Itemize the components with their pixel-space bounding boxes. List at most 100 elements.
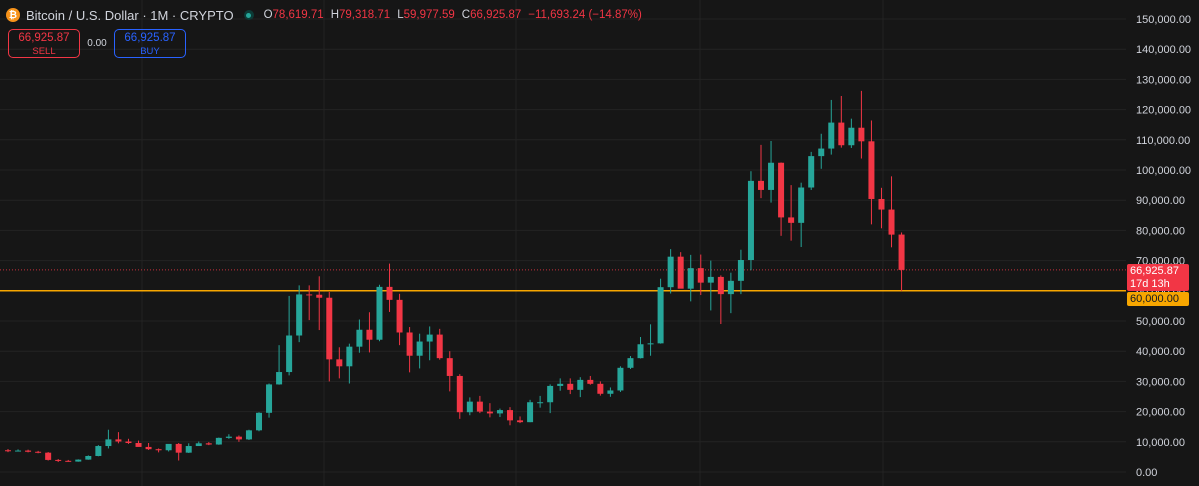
candle	[727, 272, 734, 314]
candle	[175, 443, 182, 461]
last-price-value: 66,925.87	[1130, 265, 1179, 277]
candle	[15, 449, 22, 452]
candle-body	[426, 334, 433, 342]
candle	[215, 437, 222, 445]
price-axis-tick-label: 90,000.00	[1136, 195, 1185, 207]
symbol-title[interactable]: Bitcoin / U.S. Dollar · 1M · CRYPTO	[26, 7, 234, 23]
open-value: 78,619.71	[272, 9, 324, 21]
horizontal-line-price-tag[interactable]: 60,000.00	[1127, 292, 1189, 306]
candle-body	[366, 329, 373, 340]
candle	[235, 435, 242, 442]
candle	[627, 356, 634, 370]
chart-header: ₿ Bitcoin / U.S. Dollar · 1M · CRYPTO O7…	[6, 5, 642, 25]
candle	[256, 412, 262, 432]
candle	[697, 254, 704, 296]
candle	[507, 407, 513, 426]
candle-body	[798, 187, 805, 223]
candle-body	[45, 452, 52, 460]
candle-body	[687, 268, 694, 289]
candle	[788, 185, 795, 241]
candle-body	[416, 341, 423, 356]
candle	[768, 141, 775, 203]
candle	[195, 441, 202, 447]
candle	[426, 326, 433, 361]
candle-body	[336, 359, 343, 367]
candle	[868, 120, 875, 225]
price-axis-tick-label: 110,000.00	[1136, 135, 1190, 147]
candle	[286, 295, 293, 376]
candle	[296, 285, 303, 343]
candle	[65, 459, 72, 462]
price-axis-tick-label: 120,000.00	[1136, 105, 1191, 117]
candle-body	[567, 383, 574, 390]
candle	[647, 324, 654, 356]
candle-body	[215, 437, 222, 445]
market-status-icon[interactable]	[243, 10, 254, 20]
candle	[356, 319, 363, 353]
candle	[115, 432, 122, 444]
candle-body	[286, 335, 293, 373]
candle	[446, 351, 453, 392]
candle-body	[466, 401, 473, 413]
buy-button[interactable]: 66,925.87 BUY	[114, 29, 186, 58]
candle-body	[65, 460, 72, 462]
sell-button[interactable]: 66,925.87 SELL	[8, 29, 80, 58]
candle-body	[868, 141, 875, 199]
candle-body	[486, 411, 493, 414]
candle	[155, 448, 162, 453]
candle	[667, 249, 674, 294]
candle-body	[788, 217, 795, 223]
candle	[55, 459, 62, 463]
candle	[677, 252, 684, 289]
candle-body	[406, 332, 413, 356]
price-axis-tick-label: 150,000.00	[1136, 14, 1191, 26]
candle-body	[627, 358, 634, 368]
candle-body	[245, 430, 252, 440]
candle-body	[898, 234, 905, 270]
price-axis[interactable]: 0.00 10,000.00 20,000.00 30,000.00 40,000.00…	[1136, 14, 1191, 479]
candle-body	[888, 209, 895, 235]
candle-body	[95, 446, 102, 456]
candle-body	[115, 439, 122, 442]
candle-body	[326, 297, 333, 360]
price-axis-tick-label: 30,000.00	[1136, 376, 1185, 388]
candle	[165, 443, 172, 452]
candle-body	[75, 459, 82, 462]
candle-body	[547, 385, 554, 403]
candle-body	[25, 450, 32, 452]
candle	[607, 387, 614, 397]
sell-label: SELL	[32, 46, 56, 57]
spread-value: 0.00	[87, 38, 107, 49]
candle	[125, 438, 132, 444]
candle	[878, 187, 885, 229]
candle-body	[306, 294, 313, 296]
candle-body	[507, 410, 513, 421]
candle	[456, 374, 463, 419]
candle-body	[15, 450, 22, 452]
candle	[406, 327, 413, 373]
candle-body	[446, 358, 453, 376]
candle	[306, 285, 313, 321]
candle-body	[316, 294, 323, 298]
candle-body	[758, 180, 764, 190]
candle-body	[165, 443, 172, 451]
candle-body	[677, 256, 684, 289]
candle-body	[878, 198, 885, 210]
buy-price: 66,925.87	[124, 32, 176, 44]
grid-lines	[0, 0, 1126, 486]
candle	[5, 449, 11, 453]
candle-body	[537, 402, 544, 404]
candle-body	[607, 390, 614, 394]
candle-body	[85, 455, 92, 460]
candle	[828, 99, 835, 155]
candle	[557, 378, 564, 391]
bar-countdown: 17d 13h	[1130, 278, 1170, 290]
candle	[707, 260, 714, 311]
candle-body	[396, 299, 403, 333]
candle-body	[5, 450, 11, 452]
candle	[225, 434, 232, 439]
horizontal-line-layer[interactable]	[0, 269, 1126, 292]
candle	[205, 442, 212, 446]
candle	[808, 151, 815, 190]
